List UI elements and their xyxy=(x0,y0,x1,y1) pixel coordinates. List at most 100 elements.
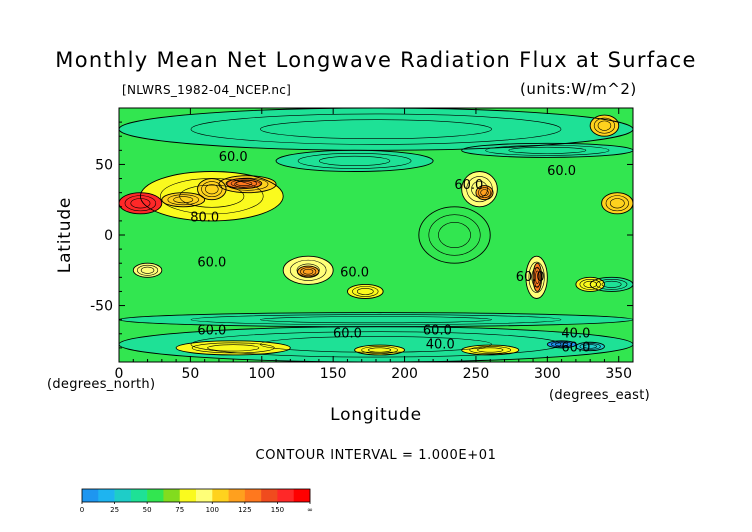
contour-label: 60.0 xyxy=(219,150,248,165)
contour-line xyxy=(508,146,587,154)
contour-line xyxy=(179,184,245,208)
colorbar-swatch xyxy=(228,489,246,502)
contour-label: 60.0 xyxy=(454,178,483,193)
contour-line xyxy=(352,286,379,297)
contour-line xyxy=(300,267,317,277)
colorbar-label: 75 xyxy=(175,506,184,514)
contour-line xyxy=(551,341,573,348)
contour-line xyxy=(528,261,545,293)
contour-line xyxy=(136,264,159,276)
contour-line xyxy=(609,198,625,209)
contour-line xyxy=(579,279,601,290)
contour-line xyxy=(595,279,628,290)
colorbar-swatch xyxy=(147,489,164,502)
contour-label: 40.0 xyxy=(426,338,455,353)
contour-line xyxy=(201,181,223,198)
y-tick-label: -50 xyxy=(90,299,113,315)
contour-line xyxy=(361,346,398,354)
x-tick-label: 150 xyxy=(320,366,347,382)
colorbar-label: 100 xyxy=(206,506,219,514)
y-axis-title: Latitude xyxy=(55,197,75,273)
contour-line xyxy=(554,342,569,347)
flux-field xyxy=(119,108,633,362)
contour-labels: 60.060.080.060.060.0 60.060.0 60.0 60.040.0… xyxy=(190,150,590,356)
x-tick-label: 300 xyxy=(534,366,561,382)
contour-label: 60.0 xyxy=(197,323,226,338)
contour-line xyxy=(601,280,622,288)
colorbar-swatch xyxy=(114,489,132,502)
contour-line xyxy=(197,178,227,201)
contour-line xyxy=(132,262,163,278)
contour-line xyxy=(575,341,605,352)
contour-label: 40.0 xyxy=(561,326,590,341)
colorbar-label: 25 xyxy=(110,506,119,514)
colorbar-frame xyxy=(81,488,311,503)
contour-line xyxy=(356,287,374,295)
field-region xyxy=(418,206,491,264)
colorbar-label: 125 xyxy=(238,506,251,514)
contour-line xyxy=(167,194,199,206)
contour-line xyxy=(583,344,597,349)
colorbar-label: 0 xyxy=(80,506,84,514)
x-tick-label: 100 xyxy=(248,366,275,382)
colorbar-swatch xyxy=(244,489,262,502)
colorbar: 0 25 50 75 100 125 150 ∞ xyxy=(80,488,313,514)
contour-line xyxy=(475,185,494,201)
source-file-label: [NLWRS_1982-04_NCEP.nc] xyxy=(122,83,292,97)
contour-label: 60.0 xyxy=(516,270,545,285)
x-tick-label: 200 xyxy=(391,366,418,382)
contour-line xyxy=(260,119,492,139)
colorbar-swatch xyxy=(163,489,181,502)
contour-line xyxy=(289,259,327,281)
contour-line xyxy=(546,340,577,349)
colorbar-swatch xyxy=(293,489,311,502)
x-tick-label: 0 xyxy=(115,366,124,382)
contour-line xyxy=(525,255,548,299)
contour-line xyxy=(346,283,384,299)
contour-line xyxy=(225,178,263,189)
x-tick-label: 350 xyxy=(605,366,632,382)
colorbar-label: ∞ xyxy=(307,506,313,514)
contour-line xyxy=(140,266,155,274)
contour-line xyxy=(368,347,392,353)
contour-line xyxy=(461,344,520,356)
contour-line xyxy=(471,180,488,198)
contour-line xyxy=(480,189,489,197)
contour-label: 60.0 xyxy=(423,323,452,338)
contour-line xyxy=(469,346,512,354)
x-unit-label: (degrees_east) xyxy=(549,388,650,403)
contour-line xyxy=(589,114,620,137)
x-tick-label: 50 xyxy=(181,366,199,382)
colorbar-swatch xyxy=(98,489,115,502)
contour-line xyxy=(124,195,157,212)
contour-line xyxy=(161,192,206,208)
contour-line xyxy=(260,316,492,324)
contour-line xyxy=(438,222,471,249)
colorbar-swatch xyxy=(179,489,197,502)
x-axis: 0 50 100 150 200 250 300 350 xyxy=(115,108,634,382)
contour-line xyxy=(275,149,434,172)
contour-line xyxy=(205,184,219,195)
x-axis-title: Longitude xyxy=(330,405,422,425)
contour-line xyxy=(173,196,194,204)
chart-title: Monthly Mean Net Longwave Radiation Flux… xyxy=(55,48,697,72)
contour-line xyxy=(207,344,260,352)
contour-line xyxy=(303,268,314,275)
contour-line xyxy=(296,263,320,277)
contour-label: 60.0 xyxy=(340,266,369,281)
contour-line xyxy=(597,120,612,131)
contour-line xyxy=(282,255,334,285)
contour-line xyxy=(230,179,258,188)
contour-line xyxy=(119,326,633,362)
colorbar-swatch xyxy=(130,489,148,502)
x-tick-label: 250 xyxy=(463,366,490,382)
contour-line xyxy=(579,343,601,350)
contour-line xyxy=(175,340,291,356)
contour-line xyxy=(190,314,562,326)
colorbar-swatch xyxy=(212,489,229,502)
contour-line xyxy=(428,214,481,256)
contour-line xyxy=(605,195,629,212)
contour-line xyxy=(575,276,605,292)
contour-label: 60.0 xyxy=(333,326,362,341)
